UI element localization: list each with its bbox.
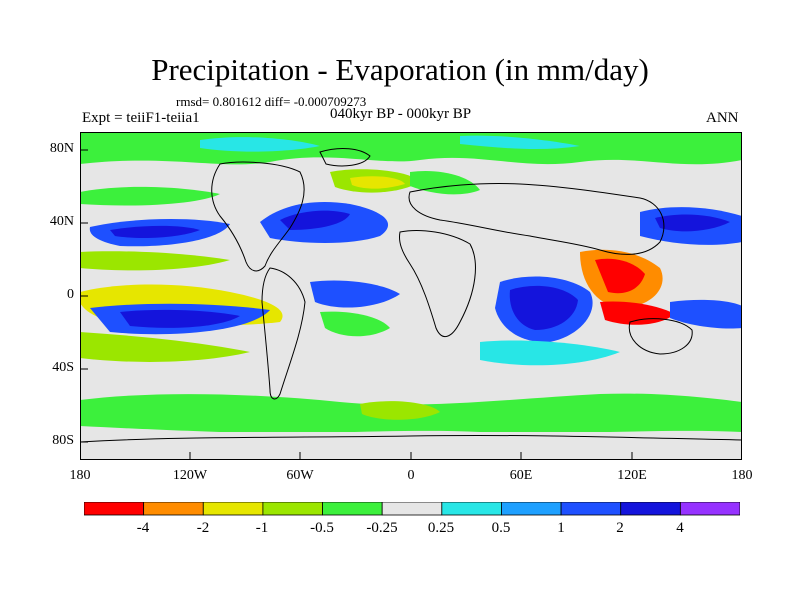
season-label: ANN	[706, 110, 739, 126]
colorbar-box	[322, 502, 383, 516]
colorbar-box	[441, 502, 502, 516]
colorbar-box	[202, 502, 264, 516]
lat-label: 0	[67, 287, 74, 302]
colorbar-label: 4	[676, 520, 684, 536]
colorbar-label: 0.25	[427, 520, 455, 536]
lat-label: 80N	[49, 141, 74, 156]
colorbar-box	[262, 502, 323, 516]
lat-label: 40S	[52, 360, 74, 375]
stats-line: rmsd= 0.801612 diff= -0.000709273	[176, 94, 367, 109]
lon-label: 60W	[286, 468, 314, 483]
lon-label: 120W	[172, 468, 208, 483]
colorbar-label: -2	[196, 520, 210, 536]
colorbar-label: -0.5	[310, 520, 334, 536]
lon-label: 120E	[617, 468, 647, 483]
experiment-label: Expt = teiiF1-teiia1	[82, 110, 200, 126]
colorbar-box	[381, 502, 443, 516]
lon-label: 60E	[509, 468, 533, 483]
world-map	[80, 132, 742, 460]
colorbar-label: -1	[255, 520, 269, 536]
colorbar-label: -4	[136, 520, 150, 536]
colorbar-label: -0.25	[366, 520, 398, 536]
axis-ticks	[80, 149, 633, 460]
colorbar-box	[501, 502, 562, 516]
colorbar-box	[143, 502, 204, 516]
colorbar-box	[620, 502, 681, 516]
plot-title: Precipitation - Evaporation (in mm/day)	[151, 52, 649, 87]
coastlines	[80, 148, 742, 443]
color-bar	[84, 502, 740, 516]
colorbar-label: 2	[616, 520, 624, 536]
colorbar-box	[679, 502, 740, 516]
period-label: 040kyr BP - 000kyr BP	[330, 106, 472, 122]
colorbar-box	[560, 502, 622, 516]
colorbar-label: 0.5	[491, 520, 511, 536]
lon-label: 180	[69, 468, 91, 483]
lat-label: 40N	[49, 214, 74, 229]
colorbar-label: 1	[557, 520, 565, 536]
lon-label: 0	[407, 468, 415, 483]
anomaly-field	[80, 132, 742, 460]
lon-label: 180	[731, 468, 753, 483]
lat-label: 80S	[52, 433, 74, 448]
colorbar-box	[84, 502, 145, 516]
